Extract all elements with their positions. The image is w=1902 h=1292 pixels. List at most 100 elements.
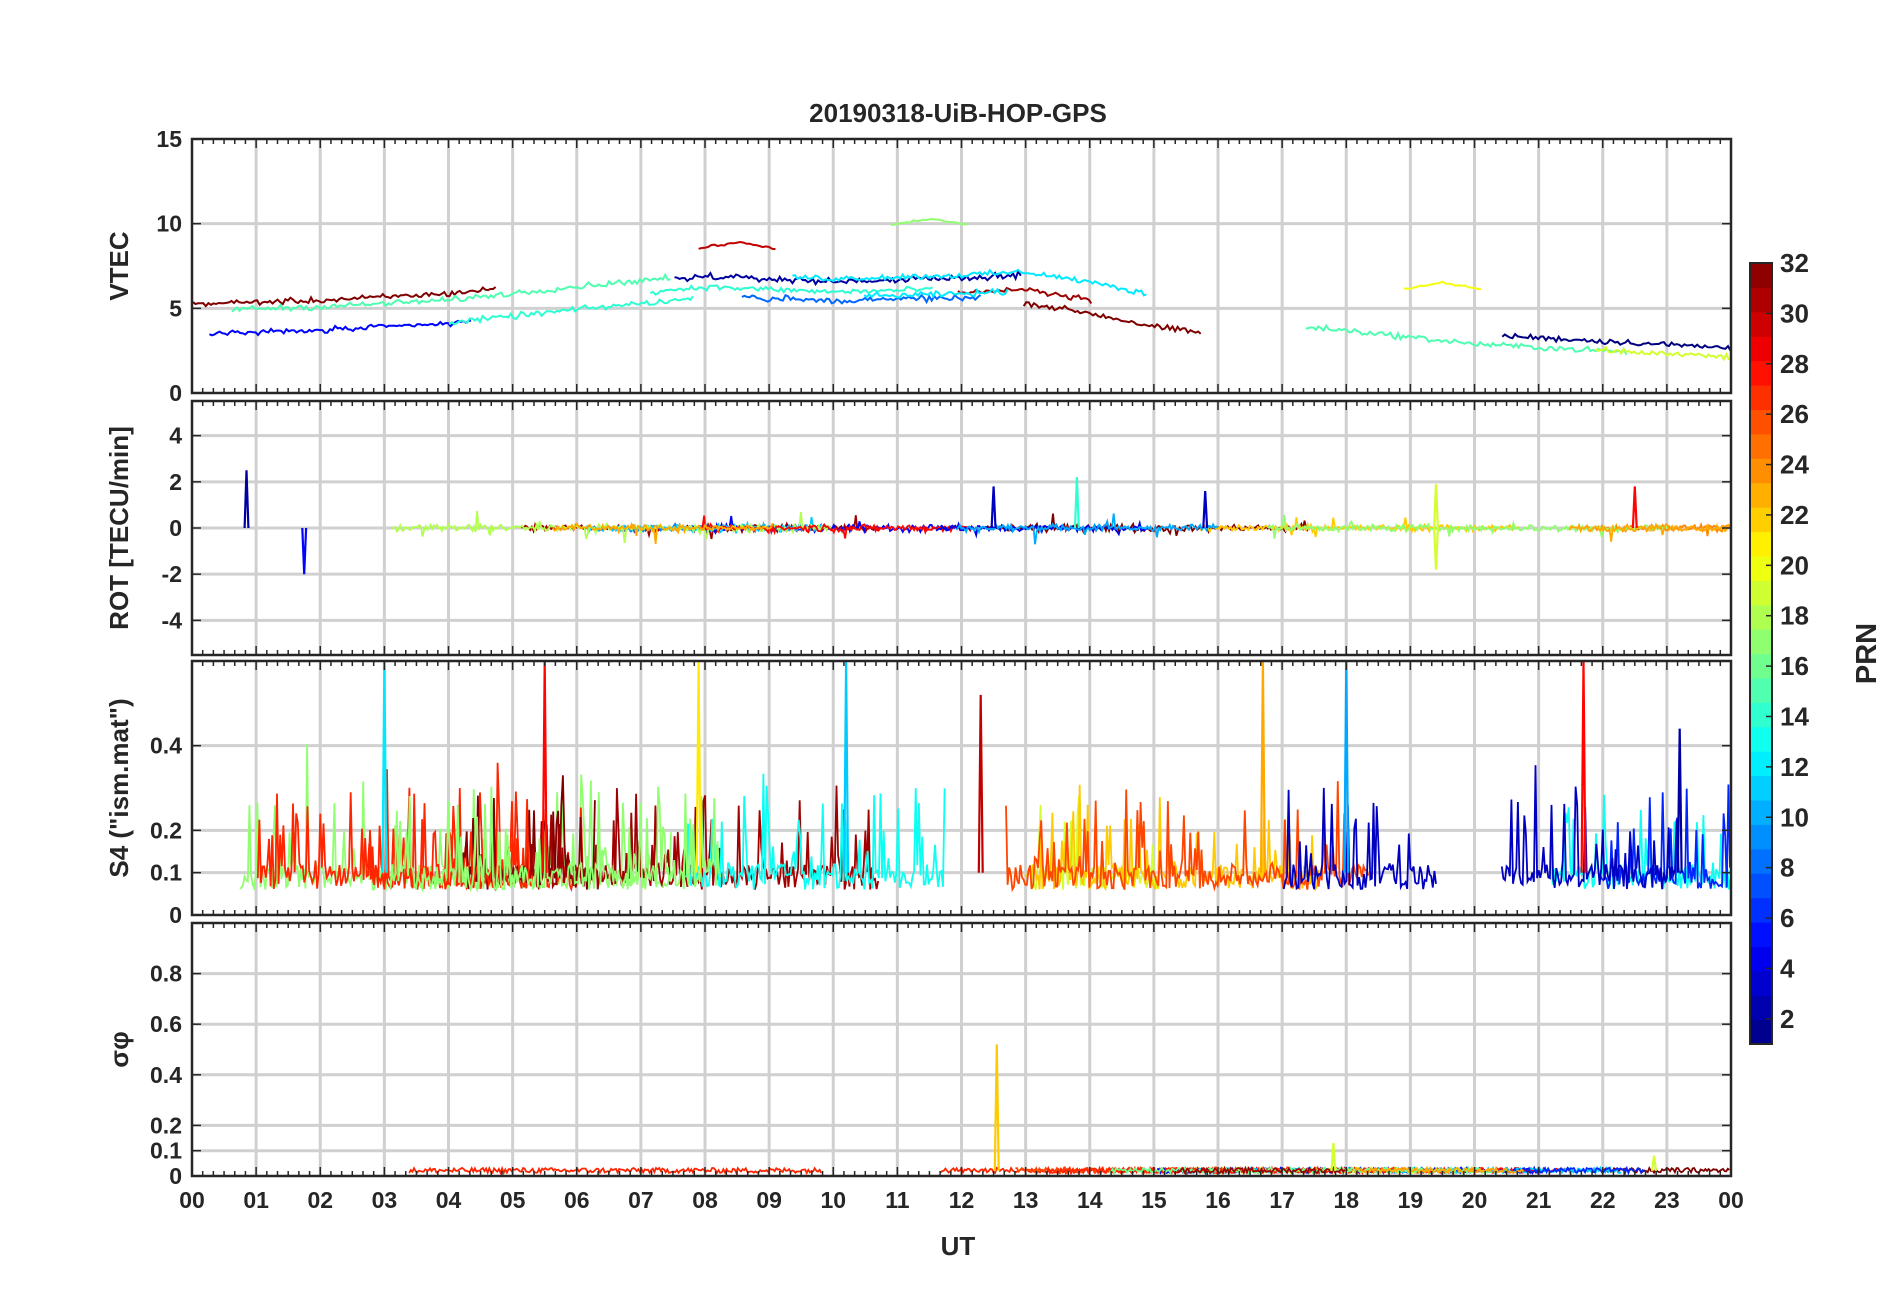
spike-mark [1580,661,1587,873]
colorbar-segment [1750,507,1772,533]
spike-mark [243,470,250,529]
y-tick-label: 0 [169,380,182,406]
colorbar-segment [1750,409,1772,435]
y-tick-label: -4 [162,607,183,633]
colorbar-segment [1750,433,1772,459]
vtec-arc [890,217,968,226]
colorbar-segment [1750,531,1772,557]
y-tick-label: 0.1 [150,1138,182,1164]
colorbar-segment [1750,458,1772,484]
colorbar-tick-label: 14 [1780,701,1809,731]
x-tick-label: 15 [1141,1187,1167,1213]
x-tick-label: 09 [756,1187,782,1213]
colorbar-segment [1750,311,1772,337]
colorbar-segment [1750,385,1772,411]
y-axis-label: σφ [104,1031,134,1067]
colorbar-segment [1750,946,1772,972]
y-tick-label: 4 [169,423,182,449]
prn-trace [1267,514,1668,539]
colorbar-tick-label: 30 [1780,298,1809,328]
colorbar-segment [1750,799,1772,825]
panel-sigma_phi: 00.10.2 0.4 0.6 0.8 σφ [104,921,1733,1189]
prn-trace [935,519,1148,539]
colorbar-segment [1750,873,1772,899]
colorbar-tick-label: 10 [1780,802,1809,832]
panel-vtec: 0 5 10 15 VTEC [104,126,1733,406]
colorbar-segment [1750,848,1772,874]
colorbar-segment [1750,995,1772,1021]
chart-title: 20190318-UiB-HOP-GPS [809,98,1107,128]
x-tick-label: 02 [307,1187,333,1213]
colorbar-segment [1750,555,1772,581]
x-tick-label: 13 [1013,1187,1039,1213]
x-tick-label: 06 [564,1187,590,1213]
x-tick-label: 21 [1526,1187,1552,1213]
y-tick-label: 10 [156,211,182,237]
x-tick-label: 11 [885,1187,910,1213]
panel-s4: 0 0.1 0.2 0.4 S4 ("ism.mat") [104,659,1733,928]
spike-mark [843,661,850,873]
colorbar-segment [1750,360,1772,386]
colorbar-segment [1750,629,1772,655]
prn-trace [1512,1165,1645,1176]
prn-trace [448,295,694,326]
prn-trace [1501,332,1731,352]
spike-mark [541,661,548,873]
colorbar-tick-label: 24 [1780,450,1809,480]
y-axis-label: S4 ("ism.mat") [104,698,134,877]
prn-trace [863,287,1009,299]
x-tick-label: 18 [1333,1187,1359,1213]
y-axis-label: VTEC [104,231,134,301]
x-tick-label: 23 [1654,1187,1680,1213]
y-tick-label: 0.2 [150,817,182,843]
colorbar-tick-label: 16 [1780,651,1809,681]
x-tick-label: 03 [372,1187,398,1213]
prn-trace [792,268,1147,297]
y-tick-label: 5 [169,295,182,321]
x-tick-label: 08 [692,1187,718,1213]
colorbar-segment [1750,751,1772,777]
colorbar-segment [1750,653,1772,679]
colorbar-segment [1750,482,1772,508]
y-tick-label: 0 [169,515,182,541]
prn-trace [1354,1165,1524,1175]
y-tick-label: 0.2 [150,1112,182,1138]
prn-trace [1022,301,1202,335]
prn-trace [1282,787,1437,891]
prn-trace [957,286,1093,304]
x-tick-label: 12 [949,1187,975,1213]
x-tick-label: 07 [628,1187,654,1213]
x-tick-label: 05 [500,1187,526,1213]
colorbar-segment [1750,897,1772,923]
prn-trace [674,268,1022,287]
y-tick-label: 0 [169,1163,182,1189]
colorbar-tick-label: 6 [1780,903,1794,933]
colorbar-segment [1750,263,1772,289]
prn-trace [1595,345,1730,362]
prn-trace [1176,1165,1346,1176]
colorbar-segment [1750,580,1772,606]
colorbar-segment [1750,970,1772,996]
vtec-arc [1403,280,1482,291]
spike-mark [1330,1143,1337,1171]
colorbar-tick-label: 22 [1780,500,1809,530]
y-tick-label: 0.1 [150,860,182,886]
prn-trace [684,773,946,890]
y-tick-label: 0.6 [150,1011,182,1037]
x-tick-label: 00 [1718,1187,1744,1213]
prn-trace [955,513,1219,545]
spike-mark [381,661,388,873]
data-lines [192,217,1731,362]
colorbar-tick-label: 26 [1780,399,1809,429]
colorbar-segment [1750,336,1772,362]
x-tick-label: 00 [179,1187,205,1213]
spike-mark [1073,477,1080,529]
spike-mark [1343,661,1350,873]
colorbar-tick-label: 12 [1780,752,1809,782]
colorbar-segment [1750,1019,1772,1045]
colorbar-tick-label: 32 [1780,248,1809,278]
prn-trace [256,788,532,892]
panel-rot: -4 -2 0 2 4 ROT [TECU/min] [104,399,1733,657]
